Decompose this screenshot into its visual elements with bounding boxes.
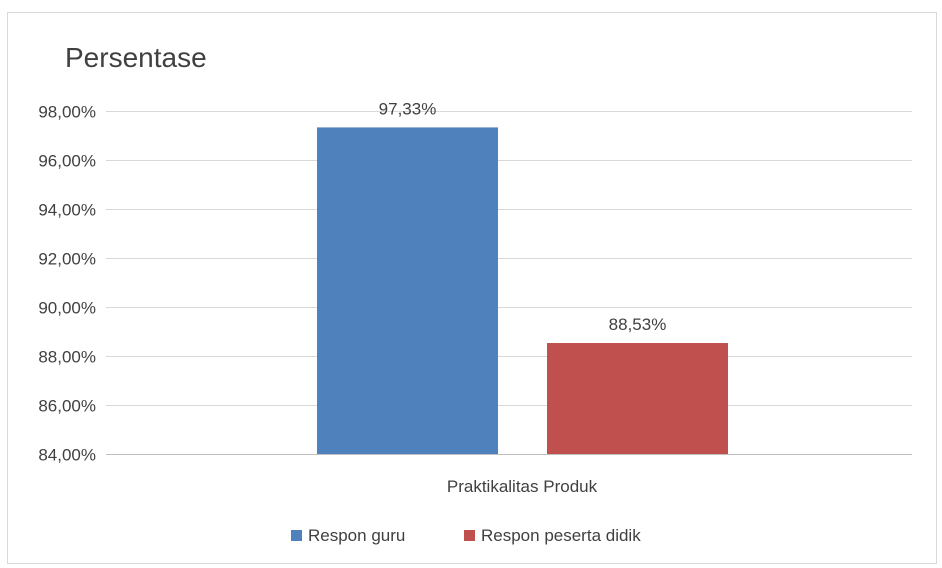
gridlines — [106, 111, 912, 455]
y-tick-label: 90,00% — [38, 299, 96, 318]
data-label: 88,53% — [609, 315, 667, 334]
y-tick-label: 92,00% — [38, 250, 96, 269]
bar — [547, 343, 728, 454]
legend-swatch — [464, 530, 475, 541]
legend-swatch — [291, 530, 302, 541]
legend: Respon guru Respon peserta didik — [291, 526, 641, 545]
y-tick-label: 96,00% — [38, 152, 96, 171]
y-tick-label: 98,00% — [38, 103, 96, 122]
chart-title: Persentase — [65, 42, 207, 73]
bars: 97,33% 88,53% — [317, 99, 728, 454]
legend-label: Respon guru — [308, 526, 405, 545]
y-tick-label: 94,00% — [38, 201, 96, 220]
bar — [317, 127, 498, 454]
x-axis: Praktikalitas Produk — [106, 454, 912, 496]
y-tick-label: 88,00% — [38, 348, 96, 367]
x-tick-label: Praktikalitas Produk — [447, 477, 598, 496]
y-tick-label: 84,00% — [38, 446, 96, 465]
y-tick-label: 86,00% — [38, 397, 96, 416]
legend-label: Respon peserta didik — [481, 526, 641, 545]
y-axis: 84,00% 86,00% 88,00% 90,00% 92,00% 94,00% 96,0… — [38, 103, 96, 465]
data-label: 97,33% — [379, 99, 437, 118]
